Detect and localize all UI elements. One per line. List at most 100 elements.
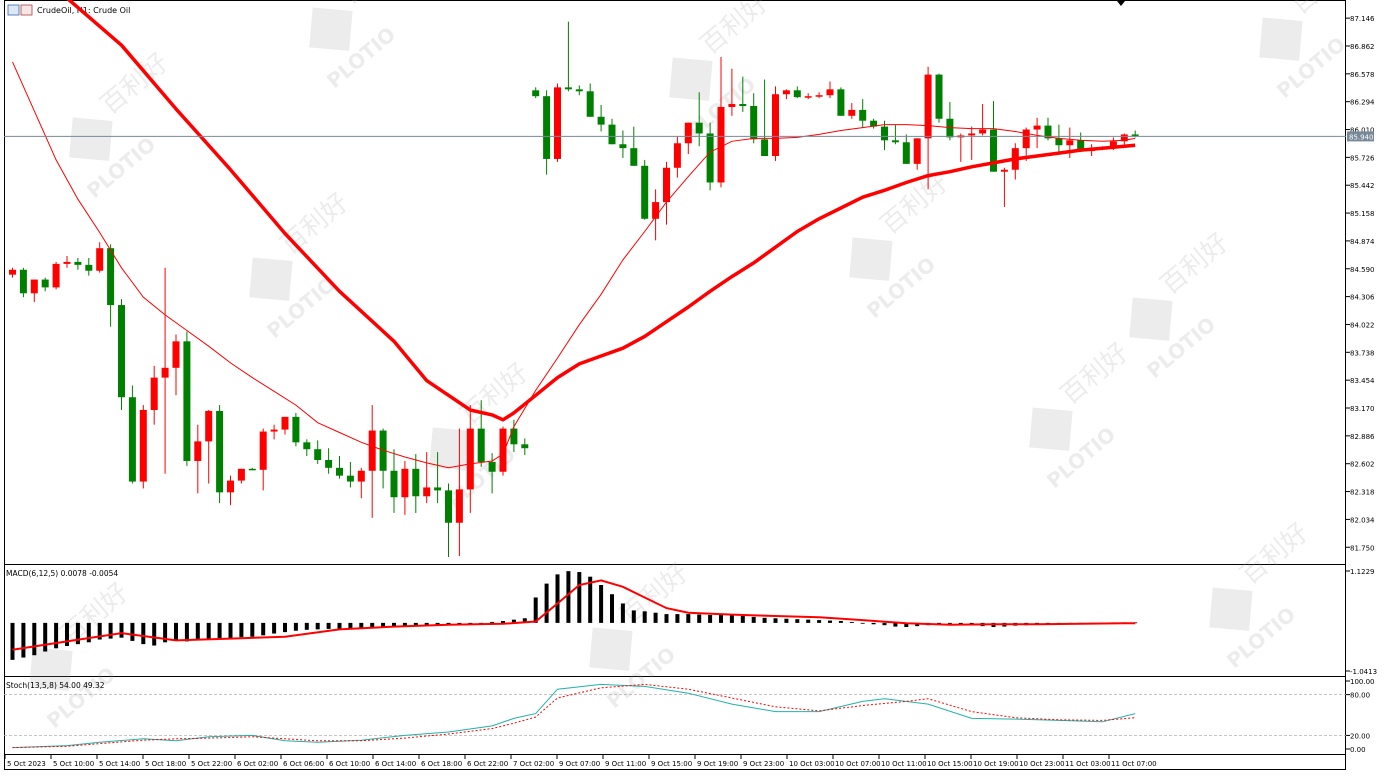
candle-bullish[interactable] (772, 94, 779, 157)
candle-bearish[interactable] (346, 475, 354, 482)
candle-bullish[interactable] (652, 202, 660, 219)
candle-bullish[interactable] (924, 74, 932, 139)
candle-bearish[interactable] (107, 248, 115, 306)
chart-menu-icon[interactable] (7, 4, 20, 16)
candle-bearish[interactable] (183, 341, 191, 461)
candle-bearish[interactable] (303, 442, 311, 450)
candle-bearish[interactable] (532, 90, 540, 97)
candle-bullish[interactable] (1109, 141, 1117, 148)
candle-bearish[interactable] (543, 96, 551, 159)
candle-bullish[interactable] (1033, 125, 1041, 130)
candle-bullish[interactable] (161, 367, 169, 378)
candle-bearish[interactable] (1131, 134, 1139, 136)
candle-bullish[interactable] (1066, 140, 1074, 146)
candle-bearish[interactable] (695, 122, 703, 134)
candle-bullish[interactable] (554, 87, 561, 159)
candle-bullish[interactable] (357, 470, 365, 482)
candle-bullish[interactable] (1000, 169, 1008, 172)
candle-bearish[interactable] (74, 261, 82, 265)
candle-bullish[interactable] (663, 167, 670, 203)
macd-pane[interactable]: 1.1229 -1.0413 (10, 568, 1378, 676)
candle-bearish[interactable] (597, 116, 605, 125)
candle-bearish[interactable] (619, 144, 627, 149)
candle-bullish[interactable] (52, 263, 60, 288)
candle-bullish[interactable] (728, 104, 736, 107)
candle-bullish[interactable] (270, 429, 278, 432)
candle-bullish[interactable] (848, 109, 856, 116)
candle-bullish[interactable] (63, 261, 71, 264)
candle-bearish[interactable] (990, 129, 997, 172)
candle-bearish[interactable] (935, 74, 943, 119)
candle-bearish[interactable] (434, 487, 442, 491)
candle-bullish[interactable] (968, 133, 976, 136)
candle-bearish[interactable] (902, 142, 910, 164)
stochastic-pane[interactable]: 100.00 80.00 20.00 0.00 (4, 678, 1375, 754)
candle-bearish[interactable] (870, 120, 878, 127)
candle-bearish[interactable] (641, 165, 649, 219)
candle-bullish[interactable] (237, 468, 245, 481)
candle-bullish[interactable] (96, 248, 104, 271)
candle-bearish[interactable] (118, 305, 125, 398)
candle-bullish[interactable] (684, 122, 692, 144)
candle-bearish[interactable] (1044, 125, 1052, 139)
candle-bullish[interactable] (717, 106, 725, 183)
candle-bullish[interactable] (139, 409, 147, 482)
candle-bullish[interactable] (979, 129, 987, 134)
candle-bullish[interactable] (227, 480, 234, 493)
candle-bearish[interactable] (41, 279, 49, 288)
candle-bullish[interactable] (150, 377, 158, 410)
candle-bearish[interactable] (292, 416, 300, 443)
candle-bearish[interactable] (128, 397, 136, 482)
candle-bullish[interactable] (194, 441, 202, 461)
candle-bearish[interactable] (750, 105, 758, 140)
candle-bullish[interactable] (1120, 134, 1128, 142)
time-axis[interactable]: 5 Oct 2023 5 Oct 10:00 5 Oct 14:00 5 Oct 18… (4, 755, 1157, 768)
candle-bearish[interactable] (488, 461, 496, 472)
candle-bearish[interactable] (521, 444, 529, 449)
candle-bullish[interactable] (423, 487, 431, 497)
chart-shift-marker-icon[interactable] (1117, 1, 1125, 6)
candle-bullish[interactable] (1022, 129, 1030, 149)
candle-bullish[interactable] (804, 96, 812, 98)
candle-bearish[interactable] (859, 109, 867, 121)
candle-bearish[interactable] (891, 140, 899, 143)
candle-bearish[interactable] (630, 148, 638, 166)
candle-bearish[interactable] (837, 89, 845, 116)
candle-bearish[interactable] (412, 468, 420, 497)
candle-bullish[interactable] (259, 431, 267, 470)
candle-bullish[interactable] (455, 489, 463, 523)
candle-bearish[interactable] (564, 87, 572, 90)
candle-bullish[interactable] (913, 138, 921, 164)
candle-bearish[interactable] (19, 269, 27, 294)
candle-bearish[interactable] (761, 139, 769, 157)
candle-bearish[interactable] (586, 91, 594, 117)
candle-bearish[interactable] (881, 126, 888, 141)
candle-bullish[interactable] (401, 468, 409, 498)
candle-bearish[interactable] (739, 104, 747, 106)
candle-bullish[interactable] (205, 410, 213, 442)
candle-bearish[interactable] (390, 470, 398, 498)
candle-bearish[interactable] (325, 459, 333, 468)
candle-bearish[interactable] (216, 410, 224, 493)
candle-bearish[interactable] (1077, 140, 1085, 152)
candle-bearish[interactable] (1055, 138, 1063, 146)
candle-bullish[interactable] (815, 95, 823, 97)
candle-bullish[interactable] (499, 428, 507, 472)
candle-bullish[interactable] (826, 89, 834, 96)
candle-bearish[interactable] (575, 89, 583, 92)
candle-bullish[interactable] (673, 143, 681, 168)
price-pane[interactable] (4, 0, 1346, 558)
candle-bearish[interactable] (706, 133, 714, 183)
price-axis[interactable]: 87.146 86.862 86.578 86.294 86.010 85.726 85.4… (1346, 15, 1375, 552)
candle-bullish[interactable] (281, 416, 289, 430)
candle-bullish[interactable] (368, 430, 376, 471)
candle-bearish[interactable] (336, 467, 343, 476)
candle-bearish[interactable] (445, 490, 452, 523)
candle-bullish[interactable] (466, 428, 474, 490)
candle-bearish[interactable] (85, 264, 93, 271)
candle-bullish[interactable] (9, 269, 16, 275)
candle-bullish[interactable] (172, 341, 180, 368)
candle-bearish[interactable] (314, 449, 322, 460)
candle-bullish[interactable] (30, 279, 38, 294)
